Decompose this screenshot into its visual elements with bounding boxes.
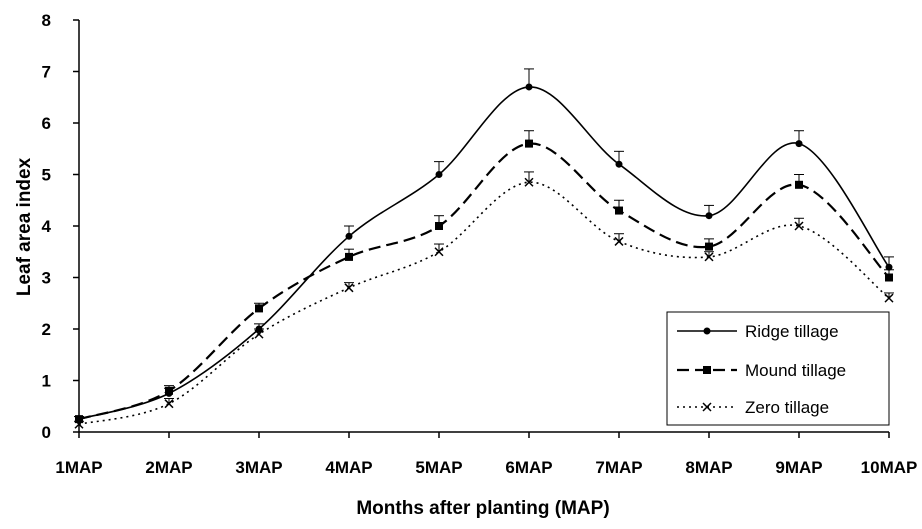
data-point-zero-tillage-9map — [794, 221, 804, 231]
x-tick-label-3map: 3MAP — [235, 458, 282, 477]
legend-marker-ridge-tillage — [703, 327, 711, 335]
y-tick-label: 4 — [42, 217, 52, 236]
data-point-zero-tillage-8map — [704, 252, 714, 262]
x-tick-label-2map: 2MAP — [145, 458, 192, 477]
legend-label-mound-tillage: Mound tillage — [745, 361, 846, 380]
data-point-zero-tillage-5map — [434, 247, 444, 257]
y-axis-title: Leaf area index — [14, 157, 35, 296]
data-point-mound-tillage-4map — [345, 252, 353, 261]
data-point-zero-tillage-1map — [74, 419, 84, 429]
data-point-ridge-tillage-7map — [615, 160, 623, 168]
x-axis-title: Months after planting (MAP) — [356, 498, 609, 519]
data-point-ridge-tillage-8map — [705, 212, 713, 220]
data-point-mound-tillage-2map — [165, 386, 173, 395]
y-tick-label: 0 — [42, 423, 51, 442]
data-point-ridge-tillage-9map — [795, 140, 803, 148]
data-point-mound-tillage-8map — [705, 242, 713, 251]
x-tick-label-9map: 9MAP — [775, 458, 822, 477]
data-point-ridge-tillage-5map — [435, 171, 443, 178]
series-line-mound-tillage — [78, 142, 890, 421]
series-zero-tillage — [74, 171, 894, 429]
x-tick-label-10map: 10MAP — [861, 458, 918, 477]
data-point-mound-tillage-9map — [795, 180, 803, 189]
data-point-zero-tillage-2map — [164, 399, 174, 409]
x-tick-label-7map: 7MAP — [595, 458, 642, 477]
y-tick-label: 6 — [42, 114, 51, 133]
x-tick-label-5map: 5MAP — [415, 458, 462, 477]
x-tick-label-4map: 4MAP — [325, 458, 372, 477]
data-point-ridge-tillage-4map — [345, 232, 353, 240]
legend-item-mound-tillage: Mound tillage — [677, 361, 846, 380]
y-tick-label: 7 — [42, 63, 51, 82]
x-tick-label-1map: 1MAP — [55, 458, 102, 477]
series-mound-tillage — [74, 130, 894, 424]
data-point-zero-tillage-6map — [524, 177, 534, 187]
data-point-zero-tillage-3map — [254, 329, 264, 339]
legend-item-ridge-tillage: Ridge tillage — [677, 322, 839, 341]
series-line-zero-tillage — [78, 181, 890, 426]
data-point-zero-tillage-4map — [344, 283, 354, 293]
data-point-zero-tillage-10map — [884, 293, 894, 303]
legend: Ridge tillage Mound tillage Zero tillage — [666, 311, 890, 426]
data-point-ridge-tillage-6map — [525, 83, 533, 91]
plot-area: 0 1 2 3 4 5 6 7 8 1MAP 2MAP 3MAP 4MAP 5MAP 6MAP 7MAP 8MA… — [42, 11, 918, 477]
data-point-mound-tillage-7map — [615, 206, 623, 215]
x-tick-label-8map: 8MAP — [685, 458, 732, 477]
data-point-zero-tillage-7map — [614, 236, 624, 246]
data-point-mound-tillage-10map — [885, 273, 893, 282]
legend-marker-mound-tillage — [703, 366, 711, 374]
legend-label-ridge-tillage: Ridge tillage — [745, 322, 839, 341]
series-ridge-tillage — [74, 68, 894, 423]
y-tick-label: 5 — [42, 166, 51, 185]
y-tick-label: 1 — [42, 372, 51, 391]
x-tick-label-6map: 6MAP — [505, 458, 552, 477]
data-point-mound-tillage-5map — [435, 222, 443, 230]
data-point-mound-tillage-3map — [255, 304, 263, 313]
y-tick-label: 8 — [42, 11, 51, 30]
y-tick-label: 2 — [42, 320, 51, 339]
series-line-ridge-tillage — [78, 86, 890, 420]
y-tick-label: 3 — [42, 269, 51, 288]
legend-marker-zero-tillage — [702, 402, 712, 412]
data-point-mound-tillage-6map — [525, 139, 533, 148]
legend-label-zero-tillage: Zero tillage — [745, 398, 829, 417]
legend-item-zero-tillage: Zero tillage — [677, 398, 829, 417]
data-point-mound-tillage-1map — [75, 415, 83, 424]
data-point-ridge-tillage-10map — [885, 263, 893, 271]
